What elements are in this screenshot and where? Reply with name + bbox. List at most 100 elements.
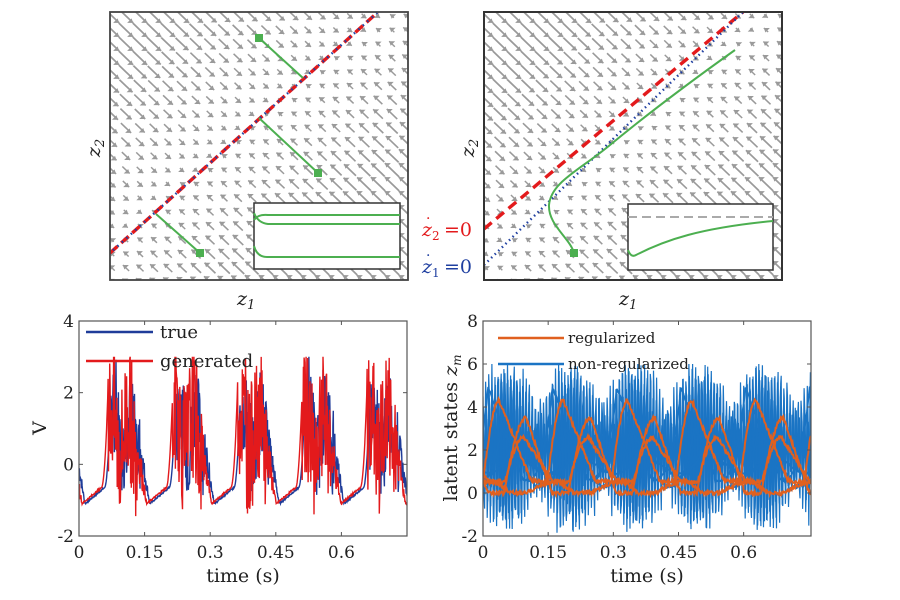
vector-arrowhead bbox=[761, 13, 768, 18]
vector-arrowhead bbox=[247, 207, 254, 212]
vector-arrowhead bbox=[541, 100, 548, 106]
vector-arrowhead bbox=[736, 42, 743, 47]
vector-arrowhead bbox=[276, 70, 283, 75]
vector-arrowhead bbox=[389, 41, 396, 46]
vector-arrowhead bbox=[719, 123, 726, 129]
vector-arrowhead bbox=[622, 180, 629, 186]
vector-arrowhead bbox=[610, 154, 617, 159]
vector-arrowhead bbox=[196, 45, 203, 50]
vector-arrowhead bbox=[385, 136, 392, 141]
vector-arrowhead bbox=[385, 149, 392, 155]
vector-arrowhead bbox=[151, 223, 158, 229]
vector-arrowhead bbox=[246, 234, 253, 240]
vector-arrowhead bbox=[554, 127, 561, 133]
vector-arrowhead bbox=[110, 238, 117, 243]
vector-arrowhead bbox=[261, 180, 268, 185]
vector-arrowhead bbox=[745, 177, 752, 182]
vector-arrowhead bbox=[206, 195, 213, 200]
vector-arrowhead bbox=[248, 97, 255, 103]
vector-arrowhead bbox=[612, 17, 619, 23]
vector-arrowhead bbox=[542, 73, 549, 79]
vector-arrowhead bbox=[136, 264, 143, 270]
vector-arrowhead bbox=[384, 177, 391, 182]
vector-arrowhead bbox=[121, 223, 128, 228]
vector-arrowhead bbox=[370, 191, 377, 196]
vector-arrowhead bbox=[113, 18, 120, 23]
vector-arrowhead bbox=[277, 43, 284, 48]
nullcline-label-z2-text: =0 bbox=[444, 219, 472, 241]
vector-arrowhead bbox=[179, 140, 186, 145]
vector-arrowhead bbox=[278, 29, 285, 35]
vector-arrowhead bbox=[319, 28, 326, 33]
vector-arrowhead bbox=[235, 153, 242, 159]
vector-arrowhead bbox=[688, 275, 695, 280]
vector-arrowhead bbox=[734, 96, 741, 101]
vector-arrowhead bbox=[250, 57, 257, 62]
vector-arrowhead bbox=[317, 151, 324, 156]
vector-arrowhead bbox=[207, 112, 214, 118]
vector-arrowhead bbox=[610, 58, 617, 63]
vector-arrowhead bbox=[664, 139, 671, 144]
vector-arrowhead bbox=[702, 275, 709, 280]
vector-arrowhead bbox=[637, 139, 644, 145]
vector-arrowhead bbox=[302, 192, 309, 197]
vector-arrowhead bbox=[514, 101, 521, 107]
vector-arrowhead bbox=[318, 110, 325, 116]
vector-arrowhead bbox=[582, 86, 589, 91]
vector-arrowhead bbox=[524, 209, 531, 215]
vector-arrowhead bbox=[165, 140, 172, 146]
vector-arrowhead bbox=[248, 111, 255, 117]
vector-arrowhead bbox=[774, 108, 781, 114]
vector-arrowhead bbox=[164, 181, 171, 186]
vector-arrowhead bbox=[183, 18, 190, 23]
vector-arrowhead bbox=[649, 111, 656, 116]
vector-arrowhead bbox=[304, 124, 311, 130]
vector-arrowhead bbox=[398, 191, 405, 196]
vector-arrowhead bbox=[197, 18, 204, 23]
vector-arrowhead bbox=[581, 113, 588, 118]
vector-arrowhead bbox=[529, 32, 536, 37]
vector-arrowhead bbox=[234, 125, 241, 130]
vector-arrowhead bbox=[515, 32, 522, 37]
vector-arrowhead bbox=[732, 137, 739, 142]
vector-arrowhead bbox=[398, 177, 405, 182]
vector-arrowhead bbox=[595, 181, 602, 187]
vector-arrowhead bbox=[487, 60, 494, 65]
vector-arrowhead bbox=[609, 181, 616, 186]
vector-arrowhead bbox=[759, 149, 766, 155]
vector-arrowhead bbox=[731, 164, 738, 169]
vector-arrowhead bbox=[542, 87, 549, 92]
vector-arrowhead bbox=[772, 163, 779, 168]
vector-arrowhead bbox=[570, 59, 577, 64]
vector-arrowhead bbox=[660, 275, 667, 280]
vector-arrowhead bbox=[150, 168, 157, 173]
vector-arrowhead bbox=[708, 70, 715, 75]
vector-arrowhead bbox=[690, 192, 697, 197]
vector-arrowhead bbox=[731, 177, 738, 183]
vector-arrowhead bbox=[581, 195, 588, 201]
vector-arrowhead bbox=[249, 84, 256, 89]
x-tick-label: 0.15 bbox=[126, 543, 164, 563]
vector-arrowhead bbox=[526, 141, 533, 147]
vector-arrowhead bbox=[580, 236, 587, 241]
vector-arrowhead bbox=[250, 30, 257, 35]
vector-arrowhead bbox=[528, 101, 535, 106]
vector-arrowhead bbox=[487, 88, 494, 93]
vector-arrowhead bbox=[646, 275, 653, 280]
vector-arrowhead bbox=[361, 55, 368, 61]
vector-arrowhead bbox=[388, 68, 395, 73]
vector-arrowhead bbox=[485, 143, 492, 148]
vector-arrowhead bbox=[772, 275, 779, 280]
vector-arrowhead bbox=[401, 81, 408, 87]
vector-arrowhead bbox=[554, 114, 561, 119]
vector-arrowhead bbox=[112, 101, 119, 107]
vector-arrowhead bbox=[149, 195, 156, 200]
vector-arrowhead bbox=[344, 150, 351, 156]
vector-arrowhead bbox=[608, 125, 615, 131]
vector-arrowhead bbox=[652, 43, 659, 49]
vector-arrowhead bbox=[571, 18, 578, 23]
vector-arrowhead bbox=[486, 116, 493, 121]
vector-arrowhead bbox=[484, 237, 489, 243]
vector-arrowhead bbox=[224, 17, 231, 22]
